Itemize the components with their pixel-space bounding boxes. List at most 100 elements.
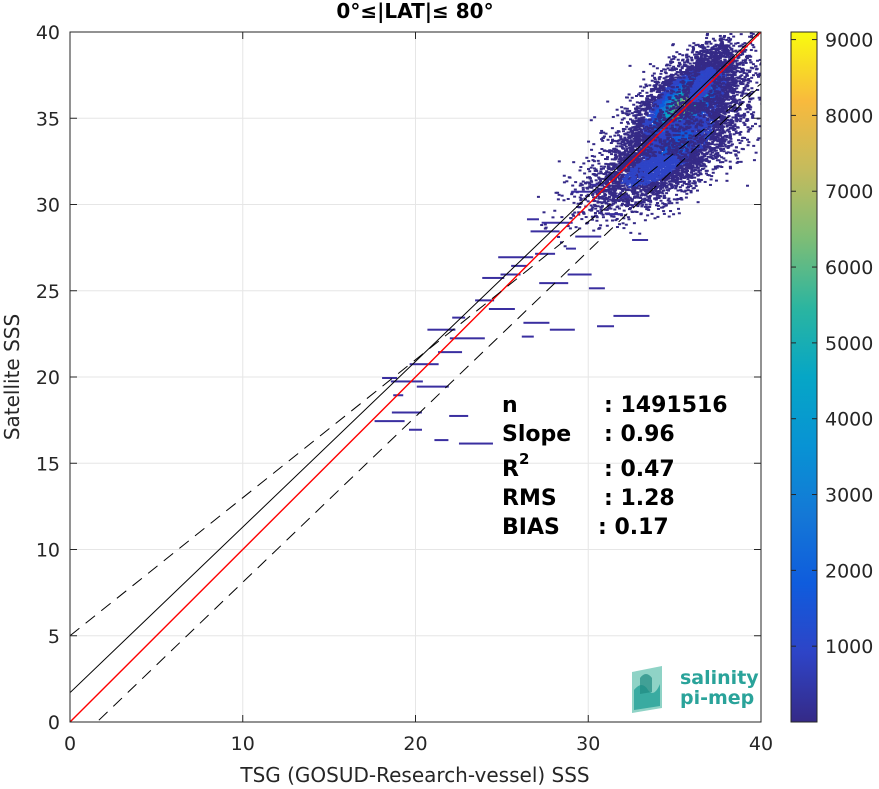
density-cell	[640, 95, 644, 98]
density-cell	[745, 69, 749, 72]
density-cell	[721, 91, 725, 94]
density-cell	[749, 66, 753, 69]
density-cell	[654, 96, 658, 99]
density-cell	[754, 122, 758, 125]
density-cell	[728, 56, 732, 59]
density-cell	[729, 74, 733, 77]
density-cell	[644, 83, 648, 86]
density-cell	[743, 50, 747, 53]
density-cell	[731, 116, 735, 119]
density-cell	[671, 44, 675, 47]
density-cell	[672, 97, 676, 100]
density-cell	[729, 32, 733, 35]
density-cell	[638, 134, 642, 137]
density-cell	[602, 149, 606, 152]
density-cell	[637, 171, 641, 174]
density-cell	[662, 103, 666, 106]
density-cell	[730, 69, 734, 72]
density-cell	[749, 61, 753, 64]
density-cell	[667, 115, 671, 118]
density-cell	[739, 54, 743, 57]
density-cell	[680, 66, 684, 69]
density-cell	[667, 197, 671, 200]
density-cell	[670, 82, 674, 85]
density-cell	[642, 70, 646, 73]
density-cell	[645, 102, 649, 105]
density-cell	[659, 99, 663, 102]
density-cell	[723, 58, 727, 61]
density-cell	[683, 86, 687, 89]
density-cell	[703, 111, 707, 114]
density-cell	[639, 85, 643, 88]
density-cell	[688, 44, 692, 47]
density-cell	[705, 48, 709, 51]
density-cell	[678, 98, 682, 101]
density-cell	[639, 128, 643, 131]
density-cell	[625, 125, 629, 128]
density-cell	[625, 110, 629, 113]
density-cell	[754, 65, 758, 68]
density-cell	[677, 71, 681, 74]
density-cell	[741, 83, 745, 86]
density-cell	[639, 109, 643, 112]
density-cell	[754, 49, 758, 52]
density-cell	[587, 140, 591, 143]
density-cell	[664, 76, 668, 79]
density-cell	[674, 89, 678, 92]
density-cell	[661, 87, 665, 90]
density-cell	[742, 89, 746, 92]
density-cell	[642, 116, 646, 119]
density-cell	[649, 88, 653, 91]
density-cell	[653, 119, 657, 122]
density-cell	[652, 111, 656, 114]
density-cell	[650, 98, 654, 101]
density-cell	[648, 103, 652, 106]
density-cell	[644, 140, 648, 143]
density-cell	[618, 145, 622, 148]
density-cell	[676, 58, 680, 61]
density-cell	[720, 45, 724, 48]
density-cell	[666, 67, 670, 70]
density-cell	[724, 104, 728, 107]
density-cell	[653, 80, 657, 83]
density-cell	[745, 83, 749, 86]
density-cell	[749, 42, 753, 45]
density-cell	[650, 113, 654, 116]
density-cell	[640, 125, 644, 128]
density-cell	[712, 48, 716, 51]
density-cell	[741, 59, 745, 62]
density-cell	[731, 53, 735, 56]
density-cell	[732, 56, 736, 59]
density-cell	[656, 102, 660, 105]
density-cell	[628, 99, 632, 102]
density-cell	[731, 80, 735, 83]
density-cell	[632, 103, 636, 106]
density-cell	[676, 74, 680, 77]
density-cell	[668, 74, 672, 77]
density-cell	[759, 62, 761, 65]
density-cell	[665, 112, 669, 115]
density-cell	[646, 118, 650, 121]
density-cell	[650, 79, 654, 82]
density-cell	[728, 81, 732, 84]
density-cell	[696, 58, 700, 61]
density-cell	[674, 82, 678, 85]
density-cell	[658, 84, 662, 87]
density-cell	[750, 87, 754, 90]
density-cell	[663, 106, 667, 109]
density-cell	[690, 66, 694, 69]
density-cell	[623, 136, 627, 139]
density-cell	[668, 64, 672, 67]
density-cell	[633, 144, 637, 147]
density-cell	[750, 35, 754, 38]
density-cell	[671, 92, 675, 95]
density-cell	[735, 69, 739, 72]
density-cell	[637, 118, 641, 121]
density-cell	[755, 59, 759, 62]
density-cell	[600, 138, 604, 141]
density-cell	[645, 106, 649, 109]
density-cell	[674, 76, 678, 79]
density-cell	[653, 78, 657, 81]
density-cell	[610, 127, 614, 130]
density-cell	[710, 99, 714, 102]
